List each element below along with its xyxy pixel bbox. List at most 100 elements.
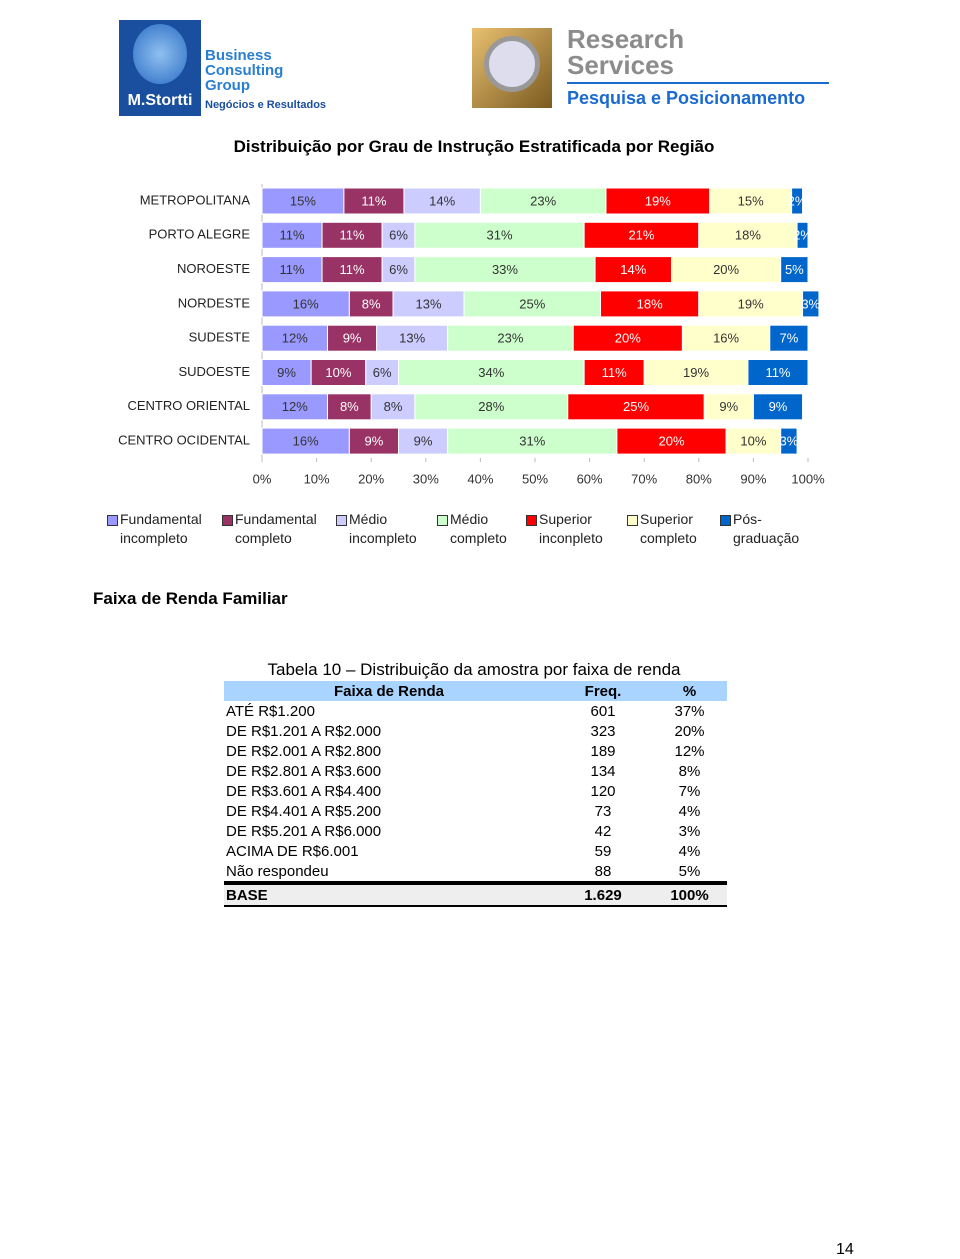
bar-label: 9% [769,399,788,414]
table-caption: Tabela 10 – Distribuição da amostra por … [267,660,681,679]
bar-segment [414,393,569,421]
bar-segment [370,393,416,421]
bar-label: 9% [343,331,362,346]
bar-segment [780,427,798,455]
legend-swatch [437,515,448,526]
bar-segment [747,359,809,386]
bar-segment [447,427,618,455]
legend-item: Pós-graduação [720,510,823,548]
bar-segment [709,187,793,215]
category-label: PORTO ALEGRE [149,227,251,242]
bar-segment [671,256,782,284]
legend-label: Médio completo [450,511,507,546]
bar-label: 18% [637,296,663,311]
bar-segment [463,290,602,318]
logo-line: Consulting [205,62,284,79]
table-cell: 20% [674,722,705,740]
bar-label: 11% [279,262,304,277]
legend-label: Pós-graduação [733,511,800,546]
bar-label: 11% [279,228,304,243]
table-cell: DE R$4.401 A R$5.200 [226,802,382,820]
bar-segment [796,221,809,249]
table-cell: DE R$3.601 A R$4.400 [226,782,382,800]
bar-label: 11% [340,262,365,277]
bar-segment [447,324,574,352]
legend-item: Superior inconpleto [526,510,629,548]
bar-label: 11% [765,365,790,380]
bar-label: 6% [373,365,392,380]
table-row: DE R$1.201 A R$2.000 323 20% [224,721,727,741]
table-row: DE R$4.401 A R$5.200 73 4% [224,801,727,821]
x-tick-label: 80% [686,471,712,486]
legend-label: Fundamental incompleto [120,511,202,546]
bar-label: 3% [801,296,820,311]
bar-label: 21% [628,228,654,243]
bar-label: 16% [293,296,319,311]
table-row: Não respondeu 88 5% [224,861,727,883]
bar-segment [321,221,383,249]
table-cell: 59 [594,842,612,860]
bar-segment [327,324,378,352]
bar-label: 25% [623,399,649,414]
bar-segment [392,290,465,318]
bar-label: 25% [519,296,545,311]
legend-swatch [336,515,347,526]
table-cell: 323 [590,722,616,740]
logo-rule [567,82,829,84]
magnifier-image [472,28,552,108]
table-cell: 4% [678,842,701,860]
table-cell: 189 [590,742,616,760]
bar-label: 3% [779,434,798,449]
table-cell: 134 [590,762,616,780]
logo-line: Research [567,24,685,54]
bar-segment [769,324,809,352]
legend-item: Fundamental incompleto [107,510,210,548]
bar-segment [752,393,804,421]
bar-segment [321,256,383,284]
table-cell: DE R$5.201 A R$6.000 [226,822,382,840]
x-tick-label: 70% [631,471,657,486]
bar-label: 15% [738,193,764,208]
bar-label: 31% [519,434,545,449]
bar-label: 13% [399,331,425,346]
bar-segment [327,393,372,421]
table-cell: 100% [670,886,709,904]
logo-globe [133,24,187,84]
bar-label: 16% [713,331,739,346]
legend-item: Médio incompleto [336,510,439,548]
bar-label: 19% [738,296,764,311]
table-cell: 120 [590,782,616,800]
legend-label: Médio incompleto [349,511,417,546]
bar-label: 20% [713,262,739,277]
table-cell: 8% [678,762,701,780]
category-label: METROPOLITANA [140,192,251,207]
logo-mark: M.Stortti [119,20,201,116]
table-cell: 4% [678,802,701,820]
bar-segment [343,187,405,215]
table-row: BASE 1.629 100% [224,883,727,906]
bar-label: 12% [282,331,308,346]
table-cell: 73 [594,802,612,820]
bar-label: 34% [478,365,504,380]
category-label: SUDESTE [189,330,251,345]
bar-label: 14% [620,262,646,277]
table-cell: 42 [594,822,612,840]
x-tick-label: 60% [577,471,603,486]
table-body: ATÉ R$1.200 601 37% DE R$1.201 A R$2.000 323… [224,701,727,906]
bar-label: 11% [361,193,386,208]
bar-label: 31% [486,228,512,243]
table-row: ACIMA DE R$6.001 59 4% [224,841,727,861]
x-tick-label: 40% [467,471,493,486]
x-tick-label: 50% [522,471,548,486]
bar-label: 8% [362,296,381,311]
table-cell: 88 [594,862,612,880]
legend-item: Médio completo [437,510,540,548]
bar-segment [381,221,416,249]
table-cell: 7% [678,782,701,800]
table-cell: DE R$2.001 A R$2.800 [226,742,382,760]
table-cell: 5% [678,862,701,880]
logo-text: Research Services [567,26,684,78]
bar-segment [567,393,705,421]
bar-label: 8% [384,399,403,414]
bar-segment [310,359,367,386]
